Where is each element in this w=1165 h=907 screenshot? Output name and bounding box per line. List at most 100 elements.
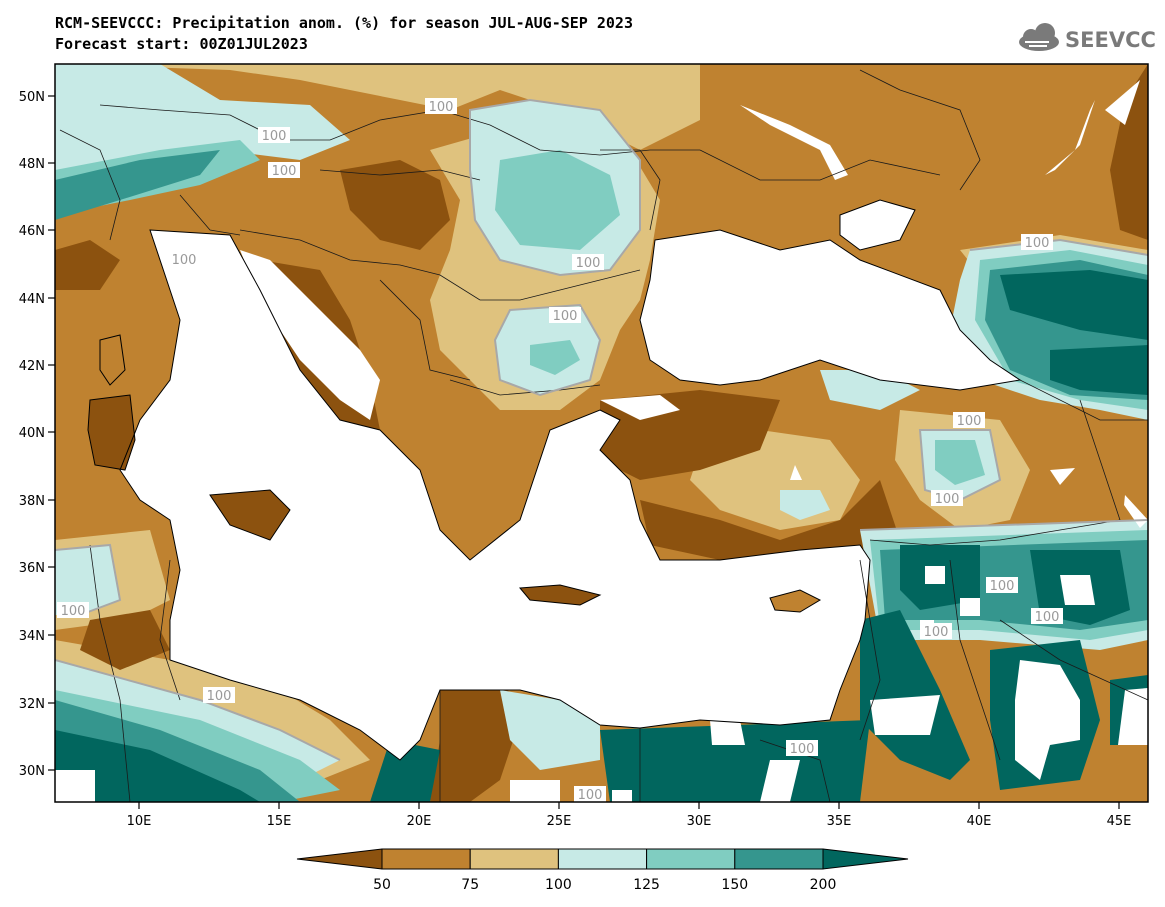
lat-tick-label: 32N [19, 697, 45, 712]
svg-text:100: 100 [429, 100, 454, 115]
missing-data-patch [790, 465, 802, 480]
colorbar-tick-label: 125 [633, 877, 660, 893]
svg-text:100: 100 [990, 579, 1015, 594]
contour-label: 100 [258, 127, 290, 144]
lon-tick-label: 35E [827, 814, 852, 829]
colorbar-tick-label: 75 [461, 877, 479, 893]
missing-data-patch [1060, 575, 1095, 605]
contour-label: 100 [920, 623, 952, 640]
contour-label: 100 [1021, 234, 1053, 251]
latitude-axis: 30N 32N 34N 36N 38N 40N 42N 44N 46N 48N … [19, 90, 55, 779]
reservoir [1105, 80, 1140, 125]
region-below-50 [1110, 64, 1148, 240]
sea-mediterranean [120, 230, 870, 760]
region-above-200 [370, 740, 440, 802]
contour-label: 100 [268, 162, 300, 179]
contour-100 [55, 98, 1148, 761]
svg-text:100: 100 [172, 253, 197, 268]
map-field: 100 100 100 100 100 100 [55, 64, 1148, 803]
colorbar-tick-label: 150 [721, 877, 748, 893]
contour-label: 100 [786, 740, 818, 757]
sea-gulf-of-suez [760, 760, 800, 802]
lat-tick-label: 46N [19, 224, 45, 239]
svg-text:100: 100 [272, 164, 297, 179]
svg-text:100: 100 [207, 689, 232, 704]
contour-labels: 100 100 100 100 100 100 [57, 98, 1063, 803]
svg-text:100: 100 [790, 742, 815, 757]
region-100-125 [55, 545, 120, 615]
contour-label: 100 [931, 490, 963, 507]
region-75-100 [55, 64, 700, 150]
lat-tick-label: 34N [19, 629, 45, 644]
contour-label: 100 [953, 412, 985, 429]
region-below-50 [55, 240, 120, 290]
contour-label: 100 [425, 98, 457, 115]
region-below-50 [340, 160, 450, 250]
missing-data-patch [870, 695, 940, 735]
region-above-200 [1050, 345, 1148, 395]
country-borders [59, 69, 1148, 802]
sea-aegean-marmara [600, 395, 680, 420]
contour-label: 100 [1031, 608, 1063, 625]
svg-text:100: 100 [61, 604, 86, 619]
region-125-150 [935, 440, 985, 485]
reservoir [740, 105, 848, 180]
contour-label: 100 [203, 687, 235, 704]
missing-data-patch [925, 566, 945, 584]
region-above-200 [55, 730, 260, 802]
region-150-200 [55, 150, 220, 220]
colorbar-swatch [646, 848, 736, 870]
region-below-50 [430, 670, 520, 802]
island-sardinia [88, 395, 135, 470]
contour-label: 100 [574, 786, 606, 803]
colorbar-swatch [822, 848, 909, 870]
svg-text:100: 100 [578, 788, 603, 803]
map-title: RCM-SEEVCCC: Precipitation anom. (%) for… [55, 14, 633, 32]
contour-label: 100 [168, 251, 200, 268]
svg-text:100: 100 [262, 129, 287, 144]
seevccc-logo: SEEVCCC [1019, 23, 1157, 52]
island-cyprus [770, 590, 820, 612]
lat-tick-label: 38N [19, 494, 45, 509]
colorbar-tick-label: 50 [373, 877, 391, 893]
colorbar: 50 75 100 125 150 200 [296, 848, 909, 893]
missing-data-patch [710, 720, 745, 745]
lat-tick-label: 42N [19, 359, 45, 374]
contour-label: 100 [986, 577, 1018, 594]
missing-data-patch [510, 780, 560, 802]
lon-tick-label: 25E [547, 814, 572, 829]
region-above-200 [860, 610, 970, 780]
svg-text:100: 100 [1035, 610, 1060, 625]
lon-tick-label: 15E [267, 814, 292, 829]
lat-tick-label: 36N [19, 561, 45, 576]
region-100-125 [500, 690, 600, 770]
lat-tick-label: 48N [19, 157, 45, 172]
region-125-150 [530, 340, 580, 375]
lat-tick-label: 50N [19, 90, 45, 105]
lat-tick-label: 40N [19, 426, 45, 441]
colorbar-swatch [557, 848, 648, 870]
lon-tick-label: 20E [407, 814, 432, 829]
sea-black-sea [640, 230, 1020, 390]
colorbar-tick-label: 100 [545, 877, 572, 893]
contour-label: 100 [57, 602, 89, 619]
coastlines [87, 199, 1022, 761]
longitude-axis: 10E 15E 20E 25E 30E 35E 40E 45E [127, 802, 1131, 829]
island-corsica [100, 335, 125, 385]
svg-text:100: 100 [1025, 236, 1050, 251]
colorbar-tick-label: 200 [810, 877, 837, 893]
missing-data-patch [1118, 688, 1148, 745]
missing-data-patch [1015, 660, 1080, 780]
lat-tick-label: 44N [19, 292, 45, 307]
svg-text:100: 100 [553, 309, 578, 324]
missing-data-patch [960, 598, 980, 616]
region-above-200 [1000, 270, 1148, 340]
contour-label: 100 [549, 307, 581, 324]
colorbar-swatch [469, 848, 559, 870]
region-below-50 [640, 480, 900, 560]
forecast-start-label: Forecast start: 00Z01JUL2023 [55, 35, 308, 53]
missing-data-patch [55, 770, 95, 802]
svg-text:100: 100 [957, 414, 982, 429]
missing-data-patch [612, 790, 632, 802]
